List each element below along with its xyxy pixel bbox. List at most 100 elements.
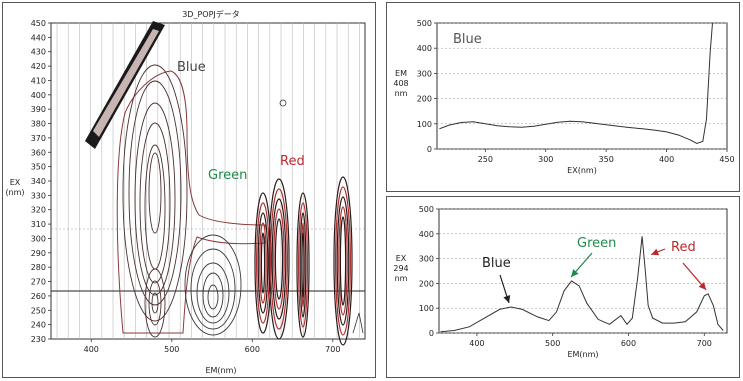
excitation-ytick-label: 400 xyxy=(417,44,432,53)
contour-ylabel-unit: (nm) xyxy=(5,188,24,197)
emission-chart: 0 100 200 300 400 500 400 500 600 700 EM(nm) EX294n… xyxy=(393,205,728,359)
contour-red xyxy=(274,218,284,300)
contour-green xyxy=(190,248,236,330)
contour-green xyxy=(202,272,224,318)
contour-ytick-label: 340 xyxy=(31,177,46,186)
excitation-title: Blue xyxy=(453,32,482,47)
contour-xtick-label: 700 xyxy=(325,345,340,354)
contour-red xyxy=(335,186,352,336)
contour-red xyxy=(339,216,347,306)
contour-ytick-label: 400 xyxy=(31,91,46,100)
contour-red xyxy=(257,212,269,314)
contour-xlabel: EM(nm) xyxy=(205,366,236,375)
contour-ytick-label: 380 xyxy=(31,120,46,129)
emission-xtick-label: 600 xyxy=(621,339,636,348)
contour-blue xyxy=(144,144,166,270)
contour-ytick-label: 390 xyxy=(31,105,46,114)
contour-ylabel-ex: EX xyxy=(10,178,21,187)
contour-grid xyxy=(50,22,366,340)
contour-ytick-label: 410 xyxy=(31,76,46,85)
contour-red xyxy=(298,202,309,328)
contour-edge xyxy=(352,312,364,334)
contour-red xyxy=(270,188,289,330)
contour-ytick-label: 270 xyxy=(31,278,46,287)
contour-xtick-label: 400 xyxy=(84,345,99,354)
contour-label-green: Green xyxy=(208,168,247,183)
contour-red xyxy=(260,232,266,294)
excitation-series-line xyxy=(439,22,713,145)
excitation-xtick-label: 350 xyxy=(599,155,614,164)
contour-blue xyxy=(128,80,182,306)
contour-envelope xyxy=(116,70,266,334)
contour-ytick-label: 320 xyxy=(31,206,46,215)
contour-ytick-label: 240 xyxy=(31,321,46,330)
emission-ylabel: nm xyxy=(395,274,408,283)
contour-ytick-label: 420 xyxy=(31,62,46,71)
emission-annotation-arrow xyxy=(650,248,666,256)
excitation-ytick-label: 200 xyxy=(417,95,432,104)
excitation-ylabel: EM xyxy=(395,69,407,78)
contour-green xyxy=(196,262,230,324)
emission-series-line xyxy=(440,236,724,333)
emission-xtick-label: 500 xyxy=(545,339,560,348)
contour-ytick-label: 280 xyxy=(31,263,46,272)
emission-ytick-label: 200 xyxy=(419,279,434,288)
emission-annotation-arrow xyxy=(682,262,707,291)
contour-red xyxy=(299,212,307,318)
contour-red xyxy=(336,196,350,326)
contour-red xyxy=(268,178,290,340)
excitation-ytick-label: 500 xyxy=(417,19,432,28)
contour-ytick-label: 370 xyxy=(31,134,46,143)
contour-ytick-label: 290 xyxy=(31,249,46,258)
emission-annotation-arrow xyxy=(499,274,511,304)
emission-annotation-label: Green xyxy=(577,236,616,251)
emission-xlabel: EM(nm) xyxy=(567,350,598,359)
contour-blue xyxy=(151,292,159,314)
contour-red xyxy=(338,206,348,316)
contour-ytick-label: 430 xyxy=(31,48,46,57)
contour-title: 3D_POPJデータ xyxy=(182,9,240,19)
contour-ytick-label: 360 xyxy=(31,148,46,157)
contour-panel: 3D_POPJデータ EX (nm) EM(nm) 230 240 250 260 27… xyxy=(2,2,376,378)
emission-ylabel: EX xyxy=(396,254,407,263)
contour-green xyxy=(207,284,219,310)
excitation-xlabel: EX(nm) xyxy=(567,166,597,175)
excitation-chart: 0 100 200 300 400 500 250 300 350 400 450 EX(nm) EM4… xyxy=(393,19,734,175)
contour-marker xyxy=(279,99,287,107)
contour-plot: 3D_POPJデータ EX (nm) EM(nm) 230 240 250 260 27… xyxy=(5,9,366,375)
contour-ytick-label: 350 xyxy=(31,163,46,172)
contour-ytick-label: 440 xyxy=(31,33,46,42)
contour-ytick-label: 300 xyxy=(31,234,46,243)
contour-green xyxy=(184,234,242,336)
contour-yticks: 230 240 250 260 270 280 290 300 310 320 330 340 350 3… xyxy=(31,19,51,344)
contour-ytick-label: 330 xyxy=(31,191,46,200)
contour-red xyxy=(259,222,267,304)
excitation-panel: 0 100 200 300 400 500 250 300 350 400 450 EX(nm) EM 4… xyxy=(386,2,740,192)
emission-xtick-label: 400 xyxy=(469,339,484,348)
contour-blue xyxy=(139,122,171,284)
excitation-ylabel: 408 xyxy=(393,79,408,88)
emission-panel: 0 100 200 300 400 500 400 500 600 700 EM(nm) EX 294 n… xyxy=(386,196,740,378)
emission-ytick-label: 500 xyxy=(419,205,434,214)
contour-ytick-label: 310 xyxy=(31,220,46,229)
contour-label-blue: Blue xyxy=(177,60,206,75)
contour-ytick-label: 230 xyxy=(31,335,46,344)
excitation-ytick-label: 100 xyxy=(417,120,432,129)
contour-red xyxy=(273,208,285,310)
emission-ytick-label: 100 xyxy=(419,304,434,313)
emission-axes-box xyxy=(438,208,728,334)
contour-ytick-label: 260 xyxy=(31,292,46,301)
emission-xtick-label: 700 xyxy=(697,339,712,348)
contour-xtick-label: 600 xyxy=(245,345,260,354)
contour-red xyxy=(301,232,305,298)
emission-annotation-label: Blue xyxy=(482,256,511,271)
scatter-band-inner xyxy=(93,29,159,137)
contour-red xyxy=(271,198,287,320)
excitation-xtick-label: 450 xyxy=(719,155,734,164)
emission-annotation-arrow xyxy=(570,252,593,278)
contour-blue xyxy=(134,102,176,296)
contour-blue xyxy=(148,152,162,234)
emission-ytick-label: 300 xyxy=(419,255,434,264)
contour-ytick-label: 450 xyxy=(31,19,46,28)
contour-ytick-label: 250 xyxy=(31,306,46,315)
